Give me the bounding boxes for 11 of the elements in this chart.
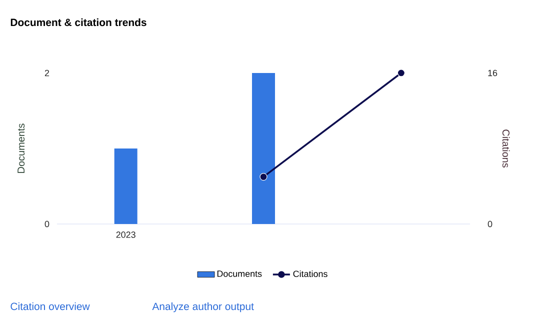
text: Analyze author output	[152, 302, 254, 312]
legend-label: Documents	[217, 270, 262, 277]
y2-tick-label: 16	[488, 70, 498, 76]
y2-axis-title: Citations	[502, 130, 510, 168]
y2-tick-label: 0	[488, 220, 492, 228]
y-tick-label: 2	[44, 70, 50, 76]
chart-title: Document & citation trends	[10, 18, 146, 26]
y-axis-title: Documents	[18, 124, 25, 173]
x-tick-label: 2023	[116, 232, 136, 238]
text: Citation overview	[10, 302, 90, 310]
legend-label: Citations	[293, 270, 328, 278]
